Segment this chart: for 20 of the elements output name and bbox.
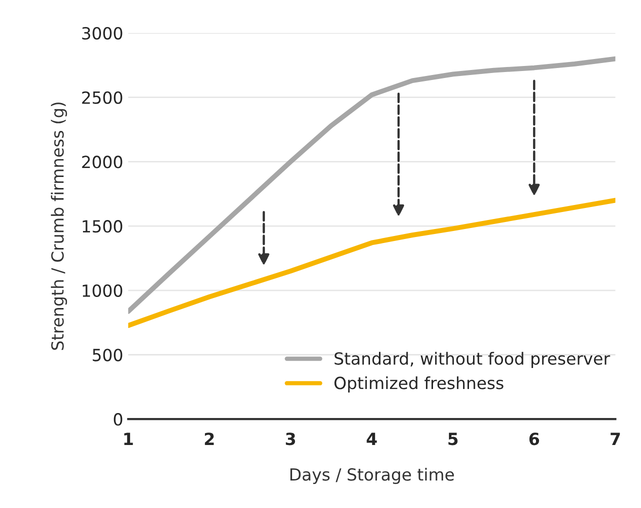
y-tick-label: 500 bbox=[92, 348, 122, 362]
x-tick-label: 2 bbox=[204, 432, 214, 445]
x-tick-label: 3 bbox=[286, 432, 296, 446]
line-series bbox=[128, 56, 616, 314]
x-tick-label: 6 bbox=[529, 432, 540, 446]
legend-label: Standard, without food preserver bbox=[334, 352, 610, 368]
y-tick-label: 3000 bbox=[82, 26, 122, 40]
y-tick-label: 2500 bbox=[82, 91, 122, 104]
legend-label: Optimized freshness bbox=[334, 376, 504, 393]
y-tick-label: 1500 bbox=[82, 220, 122, 233]
x-tick-label: 7 bbox=[610, 432, 620, 445]
y-tick-label: 0 bbox=[114, 413, 122, 426]
y-tick-label: 1000 bbox=[82, 284, 122, 297]
x-axis-title: Days / Storage time bbox=[290, 468, 454, 484]
x-tick-label: 4 bbox=[366, 432, 377, 445]
x-tick-label: 5 bbox=[448, 432, 458, 446]
y-axis-title: Strength / Crumb firmness (g) bbox=[50, 102, 68, 350]
line-series bbox=[128, 198, 616, 328]
x-tick-label: 1 bbox=[124, 432, 133, 445]
y-tick-label: 2000 bbox=[82, 156, 122, 168]
